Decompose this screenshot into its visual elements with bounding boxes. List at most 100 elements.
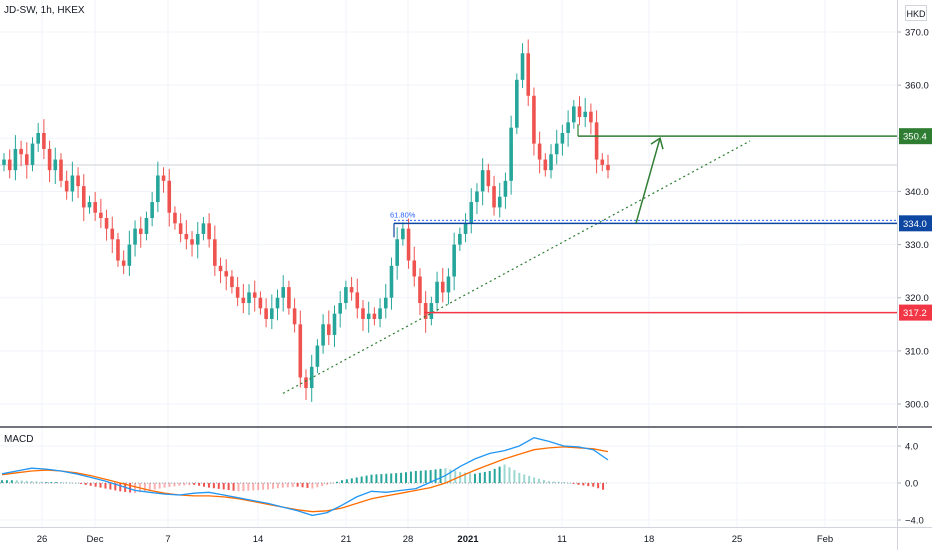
macd-tick-label: 4.0 bbox=[905, 442, 918, 453]
candle-body bbox=[252, 292, 257, 298]
candle-body bbox=[7, 159, 12, 171]
macd-histogram-bar bbox=[158, 483, 161, 489]
macd-axis[interactable]: 4.0 0.0 −4.0 bbox=[897, 442, 924, 527]
macd-histogram-bar bbox=[508, 467, 511, 483]
price-tick-label: 360.0 bbox=[905, 81, 929, 92]
candle-body bbox=[509, 127, 513, 181]
candle-body bbox=[87, 202, 92, 208]
macd-histogram-bar bbox=[523, 474, 526, 483]
macd-title: MACD bbox=[4, 434, 34, 445]
macd-histogram-bar bbox=[582, 483, 585, 486]
candle-body bbox=[81, 186, 86, 208]
candle-body bbox=[36, 132, 40, 144]
macd-histogram-bar bbox=[395, 473, 398, 483]
candle-body bbox=[76, 175, 80, 187]
macd-histogram-bar bbox=[360, 476, 363, 483]
candle-body bbox=[406, 228, 411, 261]
time-axis[interactable]: 26 Dec 7 14 21 28 2021 11 18 25 Feb bbox=[37, 534, 833, 545]
macd-histogram-bar bbox=[385, 473, 388, 483]
candle-body bbox=[429, 303, 434, 319]
macd-histogram-bar bbox=[336, 481, 339, 483]
mid-price-label-bg bbox=[899, 215, 932, 232]
symbol-title: JD-SW, 1h, HKEX bbox=[4, 5, 85, 16]
candle-body bbox=[606, 164, 610, 171]
macd-histogram-bar bbox=[572, 483, 575, 484]
macd-histogram-bar bbox=[178, 483, 181, 486]
macd-histogram-bar bbox=[247, 483, 250, 491]
candle-body bbox=[70, 175, 75, 192]
macd-histogram-bar bbox=[40, 481, 43, 483]
currency-button[interactable]: HKD bbox=[905, 5, 927, 21]
macd-histogram-bar bbox=[198, 483, 201, 486]
macd-histogram-bar bbox=[498, 466, 501, 483]
macd-histogram-bar bbox=[365, 475, 368, 483]
candle-body bbox=[543, 159, 548, 171]
candle-body bbox=[104, 218, 109, 229]
macd-histogram-bar bbox=[528, 475, 531, 483]
candle-body bbox=[332, 313, 337, 335]
macd-histogram-bar bbox=[207, 483, 210, 488]
macd-histogram-bar bbox=[217, 483, 220, 489]
macd-histogram-bar bbox=[84, 483, 87, 485]
macd-histogram-bar bbox=[380, 474, 383, 483]
trend-line[interactable] bbox=[282, 140, 751, 394]
candle-body bbox=[378, 308, 382, 319]
macd-histogram-bar bbox=[592, 483, 595, 487]
drawing-tools[interactable]: 61.80% bbox=[282, 124, 897, 394]
candle-body bbox=[207, 223, 211, 240]
macd-histogram-bar bbox=[326, 483, 329, 485]
candle-body bbox=[195, 233, 200, 245]
candle-body bbox=[247, 292, 251, 304]
candle-body bbox=[121, 260, 126, 266]
time-tick-label: 28 bbox=[403, 534, 414, 545]
macd-histogram-bar bbox=[45, 482, 48, 483]
macd-histogram-bar bbox=[414, 470, 417, 483]
macd-histogram-bar bbox=[262, 483, 265, 490]
candle-body bbox=[503, 180, 508, 197]
macd-histogram-bar bbox=[35, 481, 38, 483]
macd-tick-label: 0.0 bbox=[905, 479, 918, 490]
macd-histogram-bar bbox=[542, 479, 545, 483]
candle-body bbox=[292, 308, 297, 325]
macd-histogram-bar bbox=[237, 483, 240, 492]
candle-body bbox=[230, 276, 234, 288]
candle-body bbox=[383, 297, 388, 309]
candle-body bbox=[480, 170, 485, 192]
candle-body bbox=[492, 186, 496, 208]
macd-histogram-bar bbox=[94, 483, 97, 487]
macd-histogram-bar bbox=[143, 483, 146, 492]
macd-histogram-bar bbox=[173, 483, 176, 487]
candle-body bbox=[515, 79, 519, 128]
candle-body bbox=[497, 196, 502, 208]
candle-body bbox=[53, 159, 58, 171]
macd-histogram-bar bbox=[409, 471, 412, 483]
time-tick-label: 14 bbox=[253, 534, 264, 545]
candle-body bbox=[594, 122, 599, 160]
projection-arrow[interactable] bbox=[635, 137, 661, 224]
macd-histogram-bar bbox=[188, 483, 191, 486]
candle-body bbox=[366, 313, 371, 319]
candle-body bbox=[446, 276, 451, 293]
candle-body bbox=[19, 148, 23, 155]
macd-histogram-bar bbox=[439, 468, 442, 483]
macd-histogram-bar bbox=[193, 483, 196, 485]
macd-histogram-bar bbox=[345, 479, 348, 483]
price-gridlines bbox=[0, 31, 897, 405]
macd-histogram-bar bbox=[321, 483, 324, 487]
macd-histogram-bar bbox=[311, 483, 314, 489]
macd-histogram-bar bbox=[114, 483, 117, 491]
candle-body bbox=[560, 132, 565, 144]
candle-body bbox=[2, 159, 6, 165]
macd-histogram-bar bbox=[252, 483, 255, 491]
macd-histogram-bar bbox=[65, 482, 68, 483]
candle-body bbox=[138, 228, 143, 234]
macd-histogram-bar bbox=[331, 483, 334, 484]
macd-histogram-bar bbox=[587, 483, 590, 487]
macd-histogram-bar bbox=[89, 483, 92, 486]
macd-tick-label: −4.0 bbox=[905, 516, 924, 527]
macd-histogram-bar bbox=[296, 483, 299, 487]
macd-histogram-bar bbox=[567, 483, 570, 484]
macd-histogram-bar bbox=[547, 481, 550, 483]
macd-histogram-bar bbox=[267, 483, 270, 490]
